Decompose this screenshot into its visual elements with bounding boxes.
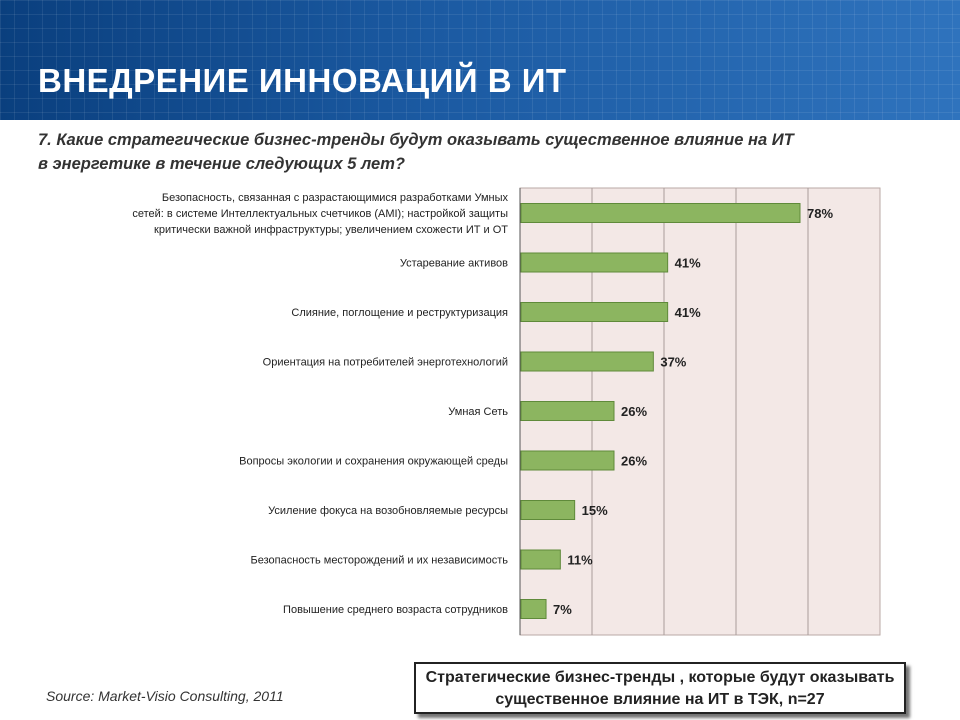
category-label: Вопросы экологии и сохранения окружающей…	[239, 456, 508, 468]
category-label: Безопасность, связанная с разрастающимис…	[162, 192, 509, 204]
category-label: Устаревание активов	[400, 258, 508, 270]
category-label: Повышение среднего возраста сотрудников	[283, 604, 508, 616]
category-label: Умная Сеть	[448, 406, 508, 418]
page-title: ВНЕДРЕНИЕ ИННОВАЦИЙ В ИТ	[38, 62, 567, 99]
data-label: 7%	[553, 602, 572, 617]
question-line-1: 7. Какие стратегические бизнес-тренды бу…	[38, 131, 794, 149]
data-label: 11%	[567, 553, 593, 568]
source-note: Source: Market-Visio Consulting, 2011	[46, 688, 284, 704]
survey-question: 7. Какие стратегические бизнес-тренды бу…	[38, 128, 918, 176]
bar	[520, 500, 576, 520]
category-label: Безопасность месторождений и их независи…	[251, 555, 509, 567]
bar	[520, 549, 561, 570]
data-label: 15%	[582, 503, 608, 518]
data-label: 26%	[621, 454, 647, 469]
category-label: сетей: в системе Интеллектуальных счетчи…	[132, 208, 508, 220]
bar	[520, 599, 547, 619]
banner-grid-pattern	[0, 0, 960, 120]
bar	[520, 401, 615, 421]
category-label: критически важной инфраструктуры; увелич…	[154, 224, 508, 236]
bar	[520, 302, 669, 322]
callout-line-2: существенное влияние на ИТ в ТЭК, n=27	[495, 691, 825, 708]
data-label: 37%	[660, 355, 686, 370]
bar	[520, 252, 669, 273]
data-label: 78%	[807, 206, 833, 221]
callout-box: Стратегические бизнес-тренды , которые б…	[414, 662, 906, 714]
header-banner: ВНЕДРЕНИЕ ИННОВАЦИЙ В ИТ	[0, 0, 960, 120]
question-line-2: в энергетике в течение следующих 5 лет?	[38, 155, 405, 173]
bar	[520, 450, 615, 471]
data-label: 26%	[621, 404, 647, 419]
callout-line-1: Стратегические бизнес-тренды , которые б…	[425, 669, 895, 686]
bar	[520, 351, 654, 372]
category-label: Слияние, поглощение и реструктуризация	[291, 307, 508, 319]
data-label: 41%	[675, 305, 701, 320]
category-label: Усиление фокуса на возобновляемые ресурс…	[268, 505, 508, 517]
category-label: Ориентация на потребителей энерготехноло…	[263, 357, 508, 369]
bar	[520, 203, 801, 223]
data-label: 41%	[675, 256, 701, 271]
